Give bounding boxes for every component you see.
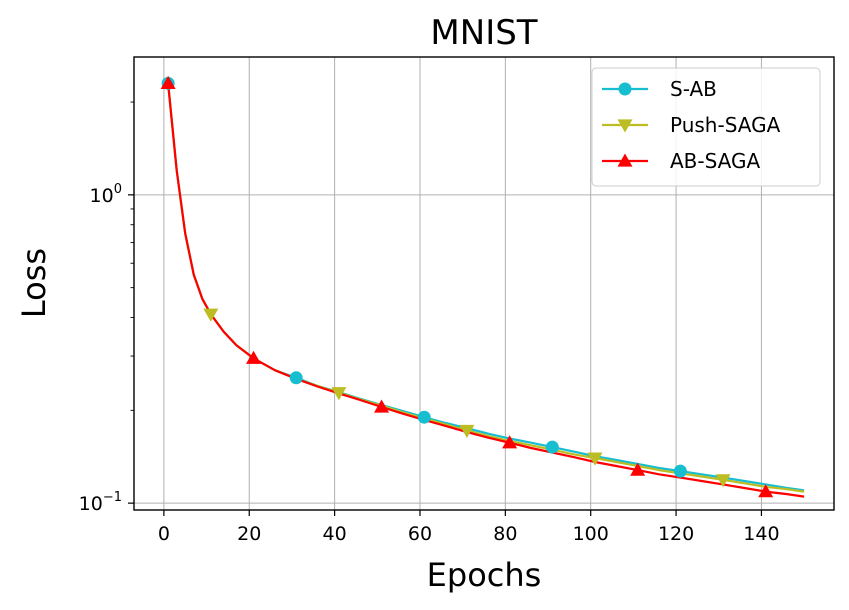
series-marker <box>331 387 347 401</box>
x-tick-label: 120 <box>658 523 694 545</box>
axis-ticks: 0 20 40 60 80 100 120 140 100 10−1 <box>79 101 780 545</box>
series-marker <box>417 410 431 424</box>
legend: S-AB Push-SAGA AB-SAGA <box>591 67 821 187</box>
legend-label: S-AB <box>670 77 717 101</box>
series-markers <box>160 75 774 498</box>
legend-box <box>591 67 821 187</box>
legend-marker <box>618 82 632 96</box>
x-tick-label: 60 <box>408 523 432 545</box>
series-marker <box>289 371 303 385</box>
x-tick-label: 0 <box>158 523 170 545</box>
x-tick-label: 140 <box>743 523 779 545</box>
series-marker <box>715 474 731 488</box>
series-marker <box>545 440 559 454</box>
x-tick-label: 80 <box>493 523 517 545</box>
x-axis-label: Epochs <box>427 556 542 594</box>
legend-label: AB-SAGA <box>670 149 761 173</box>
x-tick-label: 40 <box>323 523 347 545</box>
x-tick-label: 100 <box>573 523 609 545</box>
legend-marker <box>617 119 633 133</box>
series-marker <box>758 484 774 498</box>
series-marker <box>459 424 475 439</box>
series-marker <box>673 464 687 478</box>
series-marker <box>246 350 262 364</box>
x-tick-label: 20 <box>237 523 261 545</box>
series-marker <box>160 75 176 89</box>
series-marker <box>502 435 518 449</box>
legend-marker <box>617 153 633 167</box>
series-marker <box>587 452 603 466</box>
legend-label: Push-SAGA <box>670 113 781 137</box>
y-tick-label: 10−1 <box>79 490 122 515</box>
chart-title: MNIST <box>430 13 537 53</box>
y-tick-label: 100 <box>90 182 122 207</box>
series-lines <box>167 83 805 498</box>
series-line <box>167 83 805 498</box>
series-marker <box>630 462 646 476</box>
series-marker <box>203 308 219 322</box>
y-axis-label: Loss <box>15 248 53 318</box>
series-marker <box>374 399 390 413</box>
plot-area <box>133 56 835 511</box>
